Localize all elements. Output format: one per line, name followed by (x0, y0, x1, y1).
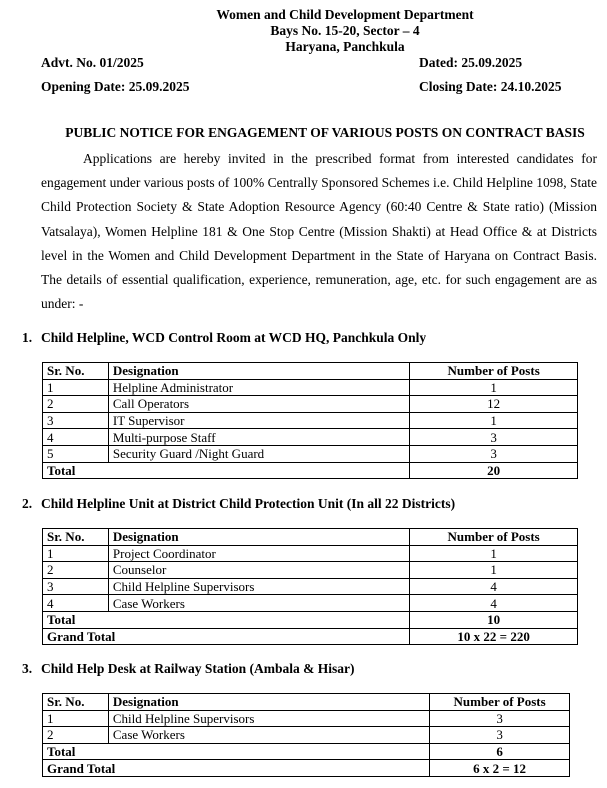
header-posts: Number of Posts (409, 362, 578, 380)
cell-designation: Child Helpline Supervisors (107, 709, 431, 728)
cell-posts: 1 (409, 561, 578, 579)
cell-sr: 2 (42, 561, 109, 579)
advt-number: Advt. No. 01/2025 (41, 55, 144, 70)
cell-posts: 4 (409, 594, 578, 612)
cell-designation: IT Supervisor (107, 411, 411, 430)
table-row: 4 Case Workers 4 (42, 594, 578, 612)
section-title: Child Helpline Unit at District Child Pr… (41, 496, 456, 511)
cell-posts: 1 (409, 411, 578, 430)
table-row: 2 Counselor 1 (42, 561, 578, 579)
table-row: 3 Child Helpline Supervisors 4 (42, 577, 578, 596)
header-designation: Designation (107, 693, 431, 711)
cell-designation: Helpline Administrator (107, 378, 411, 397)
cell-sr: 2 (42, 395, 109, 413)
section-number: 1. (22, 330, 33, 345)
cell-designation: Case Workers (107, 594, 411, 612)
cell-posts: 4 (409, 577, 578, 596)
posts-table: Sr. No. Designation Number of Posts 1 Child … (41, 693, 570, 777)
posts-table: Sr. No. Designation Number of Posts 1 Helpli… (41, 362, 578, 480)
cell-sr: 1 (42, 378, 109, 397)
cell-posts: 3 (409, 444, 578, 463)
table-row: 1 Helpline Administrator 1 (42, 378, 578, 397)
total-value: 10 (409, 610, 578, 629)
grand-total-row: Grand Total 10 x 22 = 220 (41, 627, 578, 646)
cell-sr: 3 (42, 577, 109, 596)
table-row: 1 Child Helpline Supervisors 3 (42, 709, 570, 728)
total-label: Total (41, 742, 431, 761)
cell-sr: 1 (42, 544, 109, 563)
cell-sr: 2 (42, 726, 109, 744)
header-designation: Designation (107, 362, 411, 380)
header-posts: Number of Posts (429, 693, 570, 711)
cell-designation: Child Helpline Supervisors (107, 577, 411, 596)
table-row: 1 Project Coordinator 1 (42, 544, 578, 563)
table-header-row: Sr. No. Designation Number of Posts (42, 693, 570, 711)
cell-sr: 4 (42, 594, 109, 612)
header-designation: Designation (107, 528, 411, 546)
grand-total-value: 10 x 22 = 220 (409, 627, 578, 646)
table-row: 3 IT Supervisor 1 (42, 411, 578, 430)
cell-posts: 3 (409, 428, 578, 446)
cell-posts: 12 (409, 395, 578, 413)
department-name: Women and Child Development Department (216, 7, 474, 22)
address-line-1: Bays No. 15-20, Sector – 4 (270, 23, 420, 38)
cell-posts: 1 (409, 544, 578, 563)
cell-designation: Call Operators (107, 395, 411, 413)
posts-table: Sr. No. Designation Number of Posts 1 Projec… (41, 528, 578, 646)
table-row: 2 Case Workers 3 (42, 726, 570, 744)
total-row: Total 20 (41, 461, 578, 480)
total-value: 20 (409, 461, 578, 480)
cell-sr: 5 (42, 444, 109, 463)
section-heading: 3. Child Help Desk at Railway Station (Am… (22, 661, 355, 677)
section-heading: 1. Child Helpline, WCD Control Room at WC… (22, 330, 426, 346)
total-row: Total 6 (41, 742, 570, 761)
cell-sr: 1 (42, 709, 109, 728)
cell-sr: 3 (42, 411, 109, 430)
cell-posts: 3 (429, 726, 570, 744)
intro-paragraph: Applications are hereby invited in the p… (41, 151, 597, 312)
section-number: 2. (22, 496, 33, 511)
section-number: 3. (22, 661, 33, 676)
cell-designation: Project Coordinator (107, 544, 411, 563)
table-row: 4 Multi-purpose Staff 3 (42, 428, 578, 446)
header-sr: Sr. No. (42, 693, 109, 711)
cell-sr: 4 (42, 428, 109, 446)
opening-date: Opening Date: 25.09.2025 (41, 79, 190, 94)
cell-designation: Case Workers (107, 726, 431, 744)
header-sr: Sr. No. (42, 362, 109, 380)
total-label: Total (41, 610, 411, 629)
section-title: Child Help Desk at Railway Station (Amba… (41, 661, 355, 676)
closing-date: Closing Date: 24.10.2025 (419, 79, 562, 94)
cell-designation: Security Guard /Night Guard (107, 444, 411, 463)
grand-total-label: Grand Total (41, 759, 431, 777)
cell-posts: 3 (429, 709, 570, 728)
header-posts: Number of Posts (409, 528, 578, 546)
grand-total-value: 6 x 2 = 12 (429, 759, 570, 777)
section-title: Child Helpline, WCD Control Room at WCD … (41, 330, 427, 345)
section-heading: 2. Child Helpline Unit at District Child … (22, 496, 455, 512)
notice-title: PUBLIC NOTICE FOR ENGAGEMENT OF VARIOUS … (65, 125, 585, 140)
header-sr: Sr. No. (42, 528, 109, 546)
table-row: 2 Call Operators 12 (42, 395, 578, 413)
total-row: Total 10 (41, 610, 578, 629)
table-row: 5 Security Guard /Night Guard 3 (42, 444, 578, 463)
table-header-row: Sr. No. Designation Number of Posts (42, 362, 578, 380)
address-line-2: Haryana, Panchkula (285, 39, 405, 54)
grand-total-row: Grand Total 6 x 2 = 12 (41, 759, 570, 777)
cell-designation: Counselor (107, 561, 411, 579)
table-header-row: Sr. No. Designation Number of Posts (42, 528, 578, 546)
grand-total-label: Grand Total (41, 627, 411, 646)
cell-designation: Multi-purpose Staff (107, 428, 411, 446)
cell-posts: 1 (409, 378, 578, 397)
total-label: Total (41, 461, 411, 480)
total-value: 6 (429, 742, 570, 761)
dated: Dated: 25.09.2025 (419, 55, 523, 70)
